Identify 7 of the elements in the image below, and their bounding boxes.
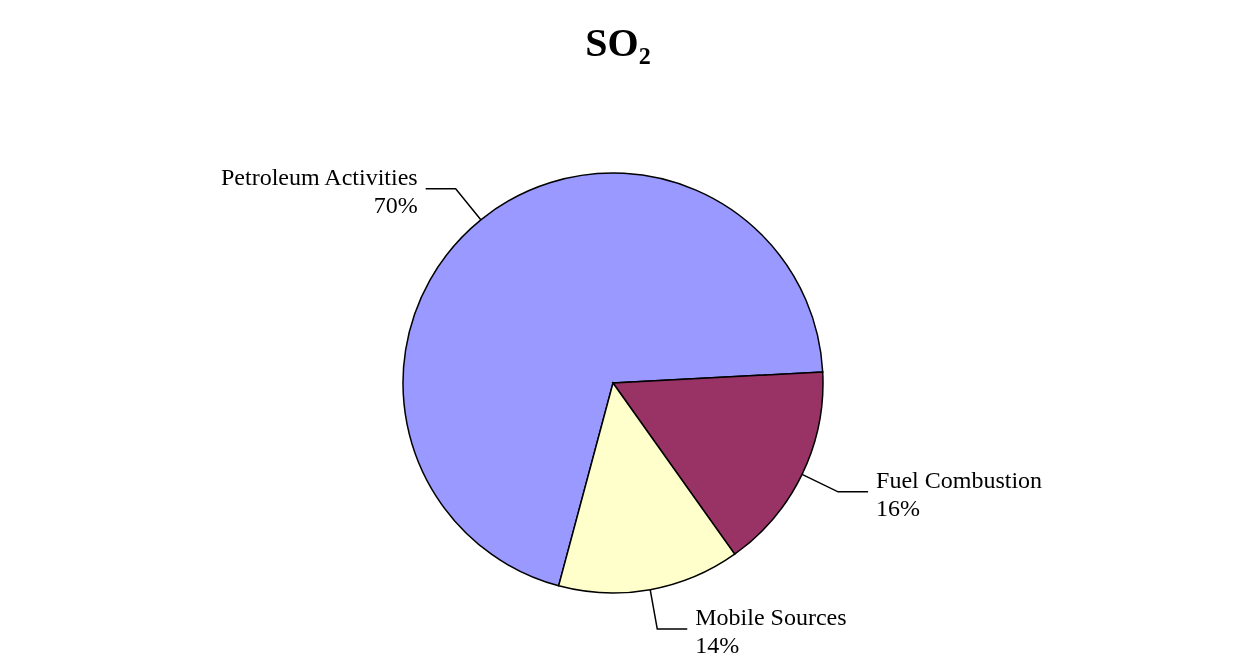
chart-title: SO₂ xyxy=(584,19,652,67)
slice-label: Fuel Combustion xyxy=(876,466,1043,493)
data-label: 16% xyxy=(876,494,921,521)
slice-label: Mobile Sources xyxy=(695,604,847,631)
slice-label: Petroleum Activities xyxy=(221,163,418,190)
data-label: 14% xyxy=(695,632,740,659)
data-label: 70% xyxy=(373,191,418,218)
